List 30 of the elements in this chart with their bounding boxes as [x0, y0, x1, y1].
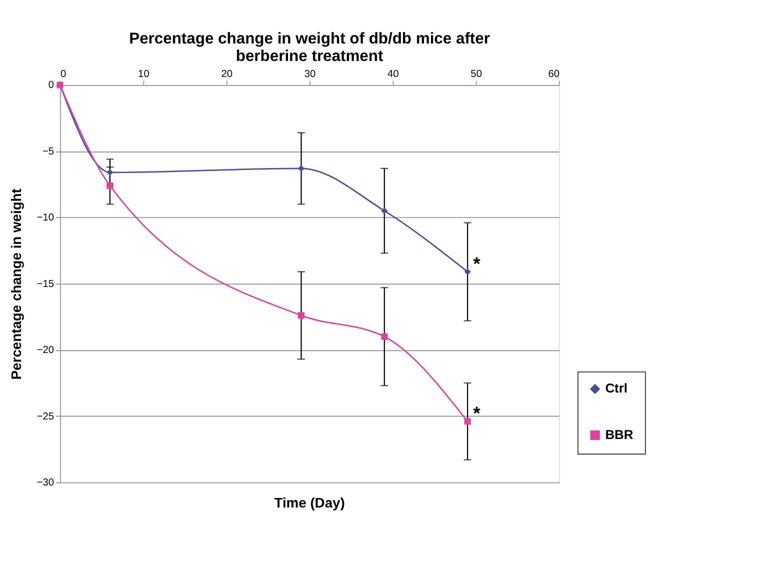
x-tick-label: 20 [221, 69, 233, 80]
y-tick-label: −30 [36, 478, 54, 489]
point [298, 165, 304, 172]
y-tick-label: −5 [42, 146, 54, 158]
y-tick-label: −25 [36, 411, 54, 422]
y-tick-label: 0 [48, 80, 54, 92]
y-tick-label: −10 [36, 212, 54, 224]
y-tick-label: −20 [36, 345, 54, 356]
x-axis-title: Time (Day) [274, 494, 345, 510]
y-tick-label: −15 [36, 278, 54, 290]
point [381, 208, 388, 214]
x-tick-label: 40 [388, 69, 400, 80]
x-tick-label: 60 [548, 69, 560, 80]
legend-label: Ctrl [605, 380, 628, 396]
point [106, 182, 114, 189]
point [464, 418, 471, 425]
x-tick-label: 0 [60, 69, 67, 80]
y-axis-title: Percentage change in weight [8, 188, 24, 380]
point [106, 169, 114, 176]
annotation: * [473, 402, 482, 424]
point [381, 333, 388, 340]
text: berberine treatment [236, 48, 384, 65]
point [464, 268, 471, 276]
x-tick-label: 50 [470, 69, 482, 80]
x-tick-label: 30 [304, 69, 316, 80]
legend-label: BBR [605, 426, 634, 442]
text: Percentage change in weight of db/db mice after [129, 30, 490, 48]
point [298, 312, 304, 319]
annotation: * [473, 252, 482, 274]
x-tick-label: 10 [138, 69, 150, 80]
